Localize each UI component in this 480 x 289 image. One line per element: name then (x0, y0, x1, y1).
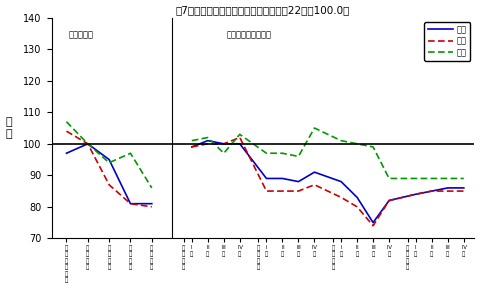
Text: （原指数）: （原指数） (69, 30, 94, 39)
Y-axis label: 指
数: 指 数 (6, 117, 12, 139)
Title: 第7図　金属製品工業指数の推移（平成22年＝100.0）: 第7図 金属製品工業指数の推移（平成22年＝100.0） (176, 5, 350, 16)
Legend: 生産, 出荷, 在庫: 生産, 出荷, 在庫 (424, 22, 470, 61)
Text: （季節調整済指数）: （季節調整済指数） (227, 30, 272, 39)
